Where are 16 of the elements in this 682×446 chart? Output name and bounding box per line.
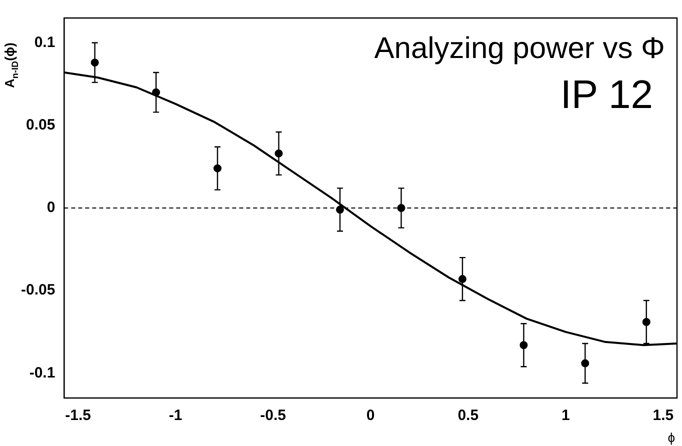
x-tick-label: -0.5 — [260, 407, 286, 424]
y-tick-label: 0 — [46, 199, 56, 216]
y-axis-title: An-ID(ϕ) — [2, 42, 20, 88]
y-tick-label: -0.1 — [29, 364, 56, 382]
x-tick-label: 0.5 — [458, 407, 479, 424]
y-tick-label: 0.1 — [34, 34, 56, 51]
x-tick-label: 1 — [561, 407, 570, 424]
y-tick-label: -0.05 — [20, 282, 56, 299]
x-tick-label: -1.5 — [65, 407, 91, 424]
x-axis-title: ϕ — [668, 430, 675, 445]
x-tick-label: 1.5 — [652, 407, 674, 424]
annotation: IP 12 — [560, 73, 653, 117]
y-tick-label: 0.05 — [26, 116, 56, 134]
annotation: Analyzing power vs Φ — [374, 32, 665, 65]
x-tick-label: -1 — [168, 407, 182, 424]
x-tick-label: 0 — [366, 407, 375, 424]
